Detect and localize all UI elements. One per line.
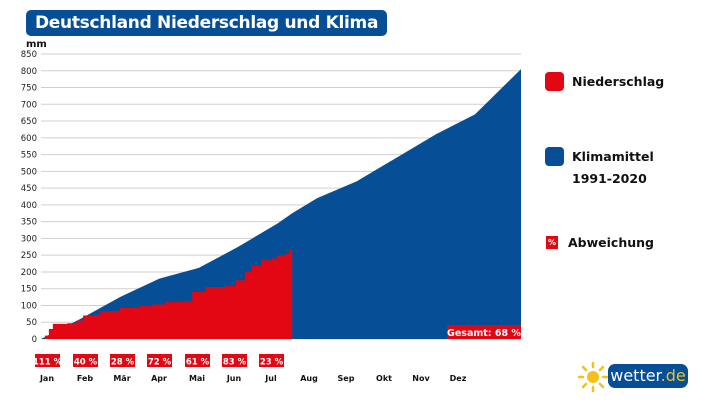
y-tick-label: 550 xyxy=(21,151,37,161)
abweichung-badge xyxy=(35,354,60,367)
y-tick-label: 100 xyxy=(21,301,37,311)
y-tick-label: 50 xyxy=(26,318,37,328)
y-tick-label: 850 xyxy=(21,50,37,60)
x-tick-label: Feb xyxy=(77,374,94,383)
legend-swatch-niederschlag xyxy=(545,72,564,91)
chart-title: Deutschland Niederschlag und Klima xyxy=(26,10,388,36)
y-tick-label: 150 xyxy=(21,285,37,295)
x-tick-label: Jul xyxy=(264,374,277,383)
legend-abweichung: Abweichung xyxy=(568,235,654,250)
abweichung-label: 28 % xyxy=(111,358,135,368)
x-tick-label: Mai xyxy=(189,374,205,383)
gesamt-label: Gesamt: 68 % xyxy=(447,328,521,339)
x-tick-label: Aug xyxy=(300,374,318,383)
abweichung-label: 111 % xyxy=(33,358,63,368)
y-axis-label: mm xyxy=(26,39,47,50)
logo-suffix: .de xyxy=(660,366,686,385)
y-tick-label: 300 xyxy=(21,234,37,244)
abweichung-badge xyxy=(185,354,210,367)
y-tick-label: 450 xyxy=(21,184,37,194)
y-tick-label: 700 xyxy=(21,100,37,110)
x-tick-label: Jun xyxy=(226,374,242,383)
x-tick-label: Apr xyxy=(151,374,167,383)
x-tick-label: Sep xyxy=(338,374,355,383)
wetter-de-logo: wetter.de xyxy=(608,364,688,388)
y-tick-label: 650 xyxy=(21,117,37,127)
y-tick-label: 600 xyxy=(21,134,37,144)
sun-icon xyxy=(578,362,608,392)
abweichung-badge xyxy=(147,354,172,367)
y-tick-label: 0 xyxy=(32,335,37,345)
y-tick-label: 250 xyxy=(21,251,37,261)
y-tick-label: 800 xyxy=(21,67,37,77)
legend-abweichung-symbol: % xyxy=(546,236,558,249)
legend-swatch-klimamittel xyxy=(545,147,564,166)
y-tick-label: 400 xyxy=(21,201,37,211)
x-tick-label: Mär xyxy=(113,374,130,383)
y-tick-label: 750 xyxy=(21,84,37,94)
gesamt-badge xyxy=(447,325,521,339)
abweichung-label: 83 % xyxy=(223,358,247,368)
klimamittel-area xyxy=(41,69,521,340)
x-tick-label: Okt xyxy=(376,374,392,383)
niederschlag-area xyxy=(41,249,293,339)
abweichung-label: 72 % xyxy=(148,358,172,368)
logo-text: wetter xyxy=(610,366,661,385)
abweichung-badge xyxy=(110,354,135,367)
y-tick-label: 500 xyxy=(21,167,37,177)
legend-klimamittel-period: 1991-2020 xyxy=(572,171,647,186)
abweichung-badge xyxy=(259,354,284,367)
x-tick-label: Jan xyxy=(39,374,54,383)
abweichung-badge xyxy=(222,354,247,367)
legend-klimamittel: Klimamittel xyxy=(572,149,654,164)
y-tick-label: 350 xyxy=(21,218,37,228)
abweichung-label: 40 % xyxy=(74,358,98,368)
y-tick-label: 200 xyxy=(21,268,37,278)
legend-niederschlag: Niederschlag xyxy=(572,74,665,89)
abweichung-label: 61 % xyxy=(186,358,210,368)
abweichung-label: 23 % xyxy=(260,358,284,368)
x-tick-label: Dez xyxy=(450,374,467,383)
x-tick-label: Nov xyxy=(412,374,430,383)
abweichung-badge xyxy=(73,354,98,367)
